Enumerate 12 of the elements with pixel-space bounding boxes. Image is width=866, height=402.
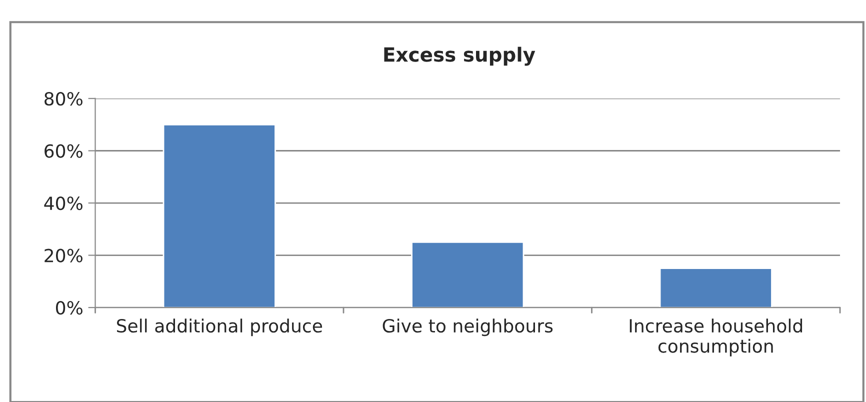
x-tick-label: Increase household consumption <box>630 318 802 356</box>
y-tick-label: 40% <box>44 196 82 210</box>
y-tick-label: 20% <box>44 248 82 262</box>
y-tick-label: 60% <box>44 144 82 158</box>
bar <box>162 124 276 308</box>
chart-title: Excess supply <box>384 46 536 66</box>
bar <box>411 242 524 308</box>
y-tick-label: 0% <box>56 300 82 315</box>
x-tick-label: Give to neighbours <box>382 318 553 336</box>
bar <box>659 268 772 308</box>
x-tick-label: Sell additional produce <box>116 318 322 336</box>
y-tick-label: 80% <box>44 92 82 106</box>
